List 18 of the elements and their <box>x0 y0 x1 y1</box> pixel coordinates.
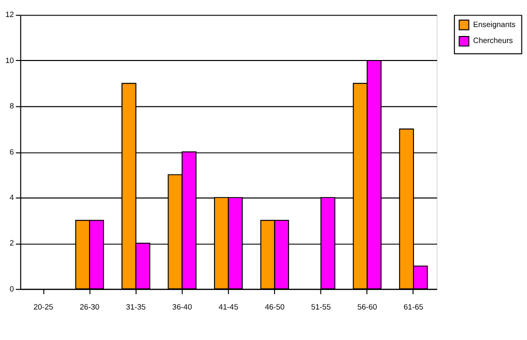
x-tick-label: 26-30 <box>80 302 100 312</box>
x-tick-label: 51-55 <box>311 302 331 312</box>
legend-label: Enseignants <box>473 20 516 29</box>
y-tick-label: 6 <box>10 147 14 156</box>
y-tick-label: 0 <box>10 284 14 294</box>
x-tick-label: 36-40 <box>172 302 192 312</box>
x-tick-label: 41-45 <box>218 302 238 312</box>
x-tick-label: 56-60 <box>357 302 378 312</box>
x-tick-label: 46-50 <box>264 302 284 312</box>
y-tick-label: 8 <box>10 102 14 111</box>
y-tick-label: 12 <box>5 10 14 20</box>
y-tick-label: 4 <box>10 192 15 202</box>
legend-label: Chercheurs <box>473 36 514 46</box>
y-tick-label: 2 <box>10 238 14 248</box>
y-tick-label: 10 <box>5 56 14 65</box>
x-tick-label: 31-35 <box>126 302 146 312</box>
x-tick-label: 61-65 <box>404 302 424 312</box>
x-tick-label: 20-25 <box>33 302 54 312</box>
